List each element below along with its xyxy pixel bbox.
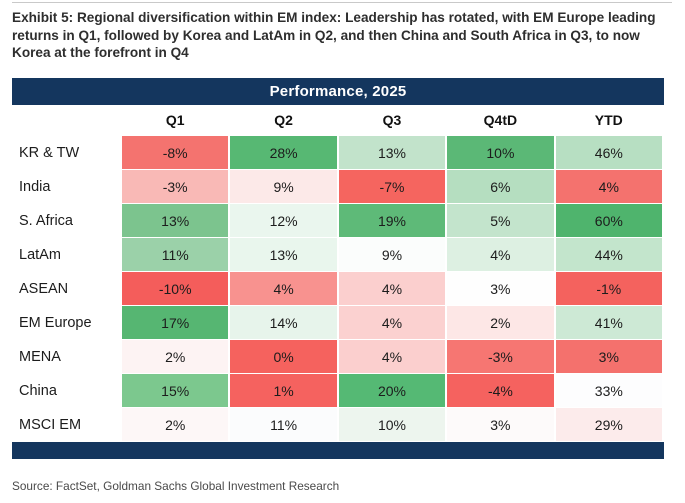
- heatmap-cell: 13%: [230, 238, 339, 272]
- heatmap-cell: 10%: [447, 136, 556, 170]
- heatmap-cell: 3%: [555, 340, 664, 374]
- row-label: KR & TW: [12, 136, 122, 170]
- corner-cell: [12, 105, 122, 136]
- heatmap-cell: 60%: [555, 204, 664, 238]
- heatmap-cell: 4%: [230, 272, 339, 306]
- heatmap-cell: 13%: [122, 204, 231, 238]
- heatmap-cell: -8%: [122, 136, 231, 170]
- heatmap-cell: 19%: [338, 204, 448, 238]
- heatmap-cell: -1%: [555, 272, 664, 306]
- heatmap-cell: 41%: [555, 306, 664, 340]
- heatmap-cell: 29%: [555, 408, 664, 442]
- heatmap-cell: -7%: [338, 170, 448, 204]
- heatmap-cell: 2%: [122, 340, 231, 374]
- heatmap-cell: 5%: [447, 204, 556, 238]
- heatmap-cell: 46%: [555, 136, 664, 170]
- row-label: ASEAN: [12, 272, 122, 306]
- row-label: MSCI EM: [12, 408, 122, 442]
- column-header: YTD: [555, 105, 664, 136]
- row-label: China: [12, 374, 122, 408]
- row-label: S. Africa: [12, 204, 122, 238]
- heatmap-cell: 4%: [447, 238, 556, 272]
- heatmap-cell: 15%: [122, 374, 231, 408]
- heatmap-cell: 17%: [122, 306, 231, 340]
- heatmap-cell: 3%: [447, 272, 556, 306]
- heatmap-cell: 12%: [230, 204, 339, 238]
- heatmap-cell: 9%: [338, 238, 448, 272]
- row-label: India: [12, 170, 122, 204]
- heatmap-cell: 20%: [338, 374, 448, 408]
- heatmap-cell: 9%: [230, 170, 339, 204]
- heatmap-cell: 3%: [447, 408, 556, 442]
- heatmap-cell: 4%: [338, 306, 448, 340]
- heatmap-cell: 10%: [338, 408, 448, 442]
- column-header: Q1: [122, 105, 231, 136]
- heatmap-cell: -3%: [122, 170, 231, 204]
- heatmap-cell: -4%: [447, 374, 556, 408]
- heatmap-cell: 11%: [230, 408, 339, 442]
- heatmap-cell: 6%: [447, 170, 556, 204]
- heatmap-grid: Q1 Q2 Q3 Q4tD YTD KR & TW -8% 28% 13% 10% 46% India…: [12, 105, 664, 442]
- heatmap-cell: 4%: [338, 340, 448, 374]
- heatmap-cell: 14%: [230, 306, 339, 340]
- heatmap-cell: 33%: [555, 374, 664, 408]
- heatmap-cell: 2%: [447, 306, 556, 340]
- heatmap-cell: 1%: [230, 374, 339, 408]
- heatmap-cell: 4%: [338, 272, 448, 306]
- source-note: Source: FactSet, Goldman Sachs Global In…: [12, 479, 340, 493]
- heatmap-cell: 4%: [555, 170, 664, 204]
- column-header: Q2: [230, 105, 339, 136]
- performance-heatmap-table: Performance, 2025 Q1 Q2 Q3 Q4tD YTD KR & TW -8…: [12, 78, 664, 459]
- column-header: Q3: [338, 105, 448, 136]
- heatmap-cell: -10%: [122, 272, 231, 306]
- exhibit-title: Exhibit 5: Regional diversification with…: [12, 10, 656, 61]
- top-divider: [12, 2, 672, 3]
- heatmap-cell: 2%: [122, 408, 231, 442]
- table-bottom-bar: [12, 442, 664, 459]
- heatmap-cell: 0%: [230, 340, 339, 374]
- table-title-bar: Performance, 2025: [12, 78, 664, 105]
- column-header: Q4tD: [447, 105, 556, 136]
- heatmap-cell: 11%: [122, 238, 231, 272]
- heatmap-cell: 13%: [338, 136, 448, 170]
- heatmap-cell: 44%: [555, 238, 664, 272]
- heatmap-cell: -3%: [447, 340, 556, 374]
- row-label: LatAm: [12, 238, 122, 272]
- heatmap-cell: 28%: [230, 136, 339, 170]
- row-label: MENA: [12, 340, 122, 374]
- row-label: EM Europe: [12, 306, 122, 340]
